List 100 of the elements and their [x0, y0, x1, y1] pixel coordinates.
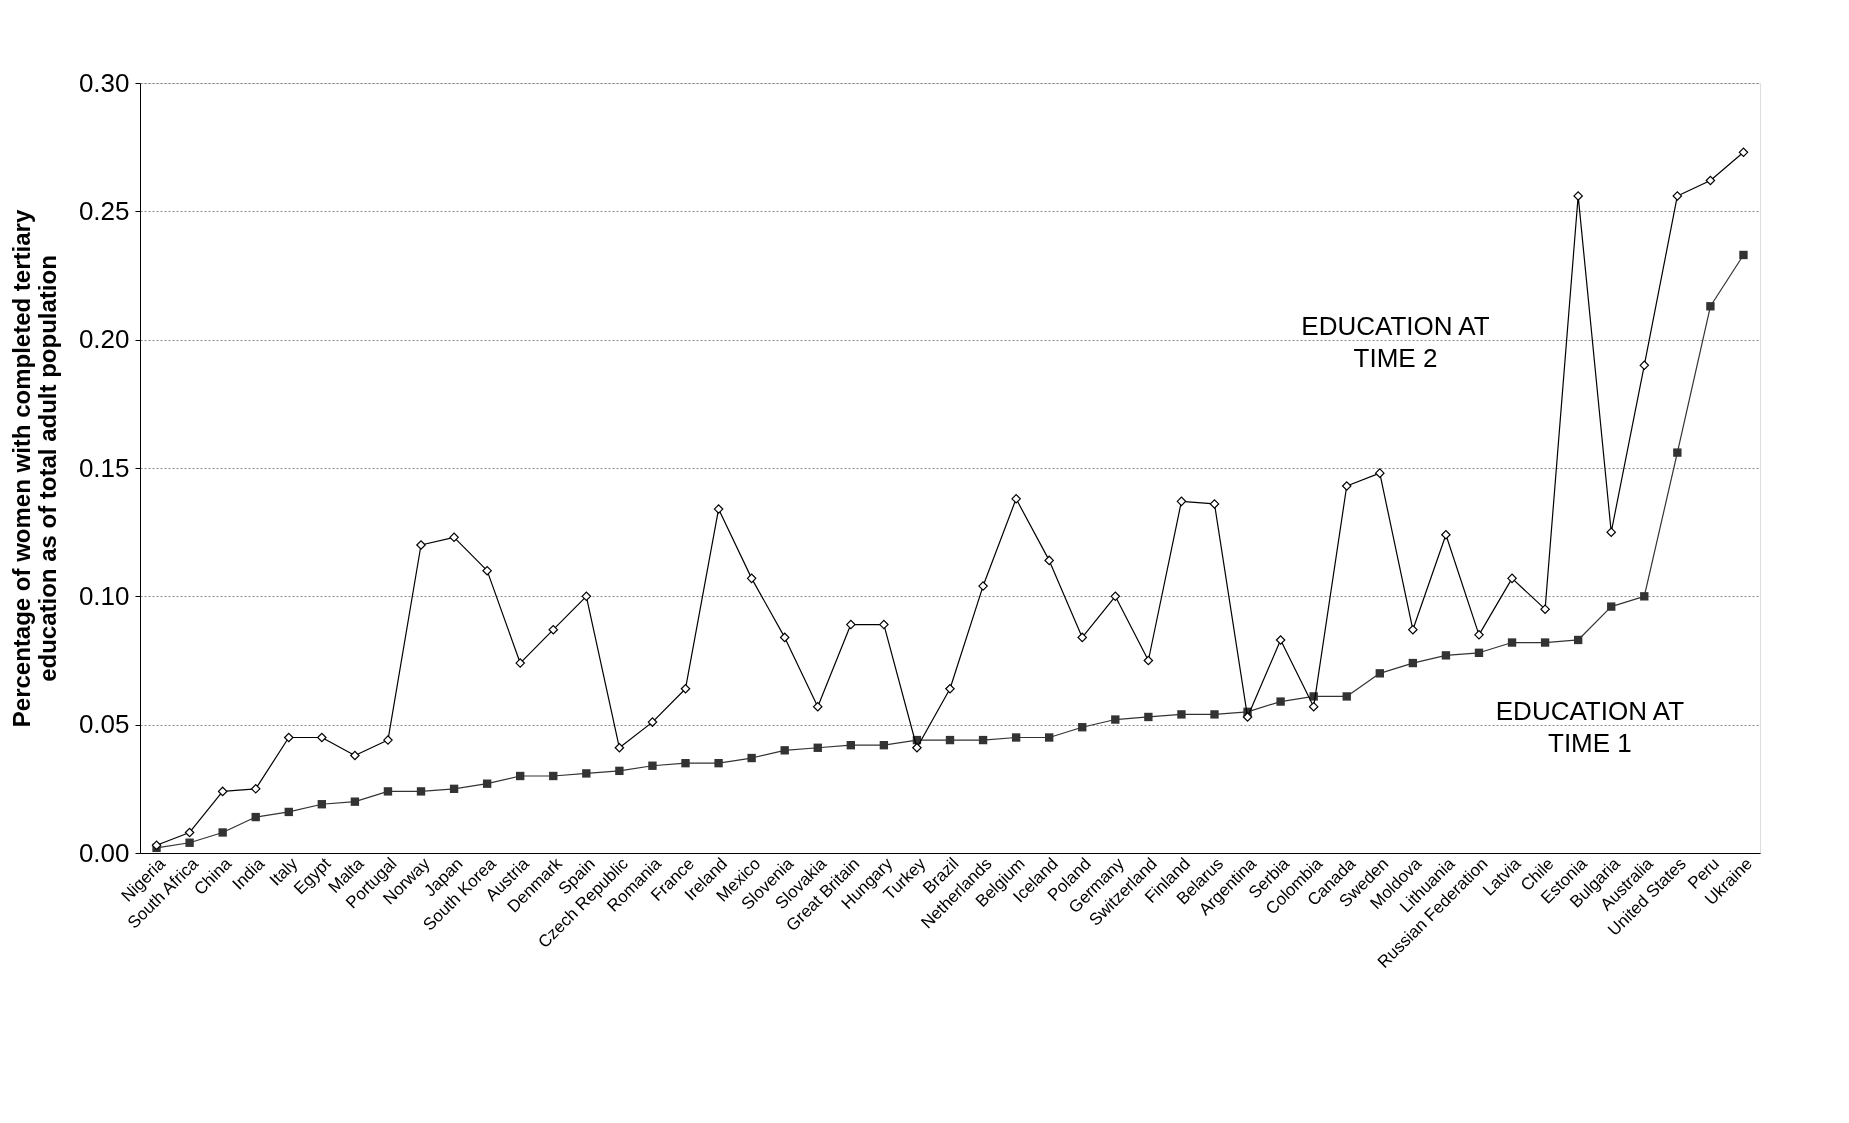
point: [317, 800, 327, 809]
point: [1507, 573, 1517, 584]
point: [1011, 733, 1021, 742]
point: [813, 743, 822, 752]
point: [1474, 648, 1484, 657]
point: [284, 807, 293, 817]
point: [1045, 733, 1054, 742]
y-tick-label: 0.00: [78, 837, 130, 868]
point: [1441, 651, 1451, 660]
point: [1739, 250, 1748, 260]
point: [449, 532, 459, 543]
point: [383, 787, 393, 796]
point: [978, 735, 988, 745]
point: [549, 771, 558, 781]
point: [1673, 448, 1682, 457]
point: [251, 812, 260, 822]
point: [1706, 302, 1715, 311]
point: [416, 540, 426, 550]
point: [746, 573, 757, 584]
point: [879, 741, 889, 750]
point: [582, 769, 591, 778]
point: [812, 701, 823, 712]
point: [780, 746, 789, 755]
point: [350, 750, 360, 761]
y-tick-label: 0.25: [78, 195, 130, 226]
point: [912, 742, 922, 753]
point: [647, 717, 658, 727]
point: [1441, 529, 1451, 540]
point: [515, 658, 525, 668]
text: EDUCATION AT TIME 2: [1301, 310, 1490, 373]
point: [1375, 669, 1384, 678]
point: [482, 565, 492, 576]
point: [1275, 635, 1286, 645]
point: [879, 619, 889, 630]
point: [1176, 496, 1187, 507]
point: [283, 732, 294, 743]
point: [1210, 710, 1219, 719]
point: [383, 735, 393, 745]
point: [978, 581, 988, 591]
point: [1044, 555, 1054, 566]
series-label: EDUCATION AT TIME 1: [1495, 695, 1685, 758]
point: [1276, 697, 1285, 706]
point: [1078, 723, 1087, 732]
point: [1474, 630, 1484, 640]
point: [648, 761, 657, 770]
point: [945, 735, 955, 745]
point: [1705, 175, 1716, 186]
point: [1507, 638, 1517, 647]
y-tick-label: 0.05: [78, 709, 130, 740]
point: [1209, 499, 1220, 509]
point: [846, 619, 856, 630]
point: [1341, 481, 1352, 491]
point: [1342, 692, 1351, 701]
point: [1011, 494, 1021, 504]
point: [1573, 635, 1583, 645]
point: [416, 787, 426, 796]
point: [681, 758, 690, 768]
point: [1408, 624, 1418, 635]
point: [747, 753, 756, 763]
point: [1540, 638, 1550, 647]
y-axis-title: Percentage of women with completed tertiary education as of total adult population: [7, 209, 61, 728]
point: [581, 591, 592, 602]
point: [250, 784, 261, 794]
point: [680, 683, 691, 694]
point: [1738, 147, 1749, 158]
point: [1639, 360, 1650, 371]
point: [218, 828, 227, 837]
point: [1144, 712, 1153, 722]
point: [217, 786, 228, 797]
point: [482, 779, 492, 788]
point: [449, 784, 459, 794]
point: [846, 741, 855, 750]
point: [1375, 468, 1385, 478]
point: [184, 827, 195, 838]
point: [1177, 710, 1186, 719]
point: [614, 742, 625, 753]
point: [548, 624, 559, 635]
y-tick-label: 0.10: [78, 580, 130, 611]
point: [1143, 655, 1154, 666]
y-tick-label: 0.20: [78, 324, 130, 355]
point: [1606, 527, 1617, 537]
point: [945, 683, 955, 694]
point: [615, 766, 624, 776]
point: [1111, 715, 1120, 724]
point: [1242, 712, 1253, 722]
point: [1640, 592, 1649, 601]
point: [1408, 658, 1418, 668]
point: [1540, 604, 1550, 614]
point: [1308, 701, 1319, 712]
point: [317, 732, 327, 743]
point: [1110, 591, 1121, 602]
point: [350, 797, 360, 806]
point: [1573, 191, 1583, 201]
point: [713, 504, 724, 514]
point: [1607, 602, 1616, 611]
point: [779, 632, 790, 643]
point: [516, 771, 525, 781]
point: [714, 758, 723, 768]
point: [1077, 632, 1088, 643]
y-tick-label: 0.15: [78, 452, 130, 483]
